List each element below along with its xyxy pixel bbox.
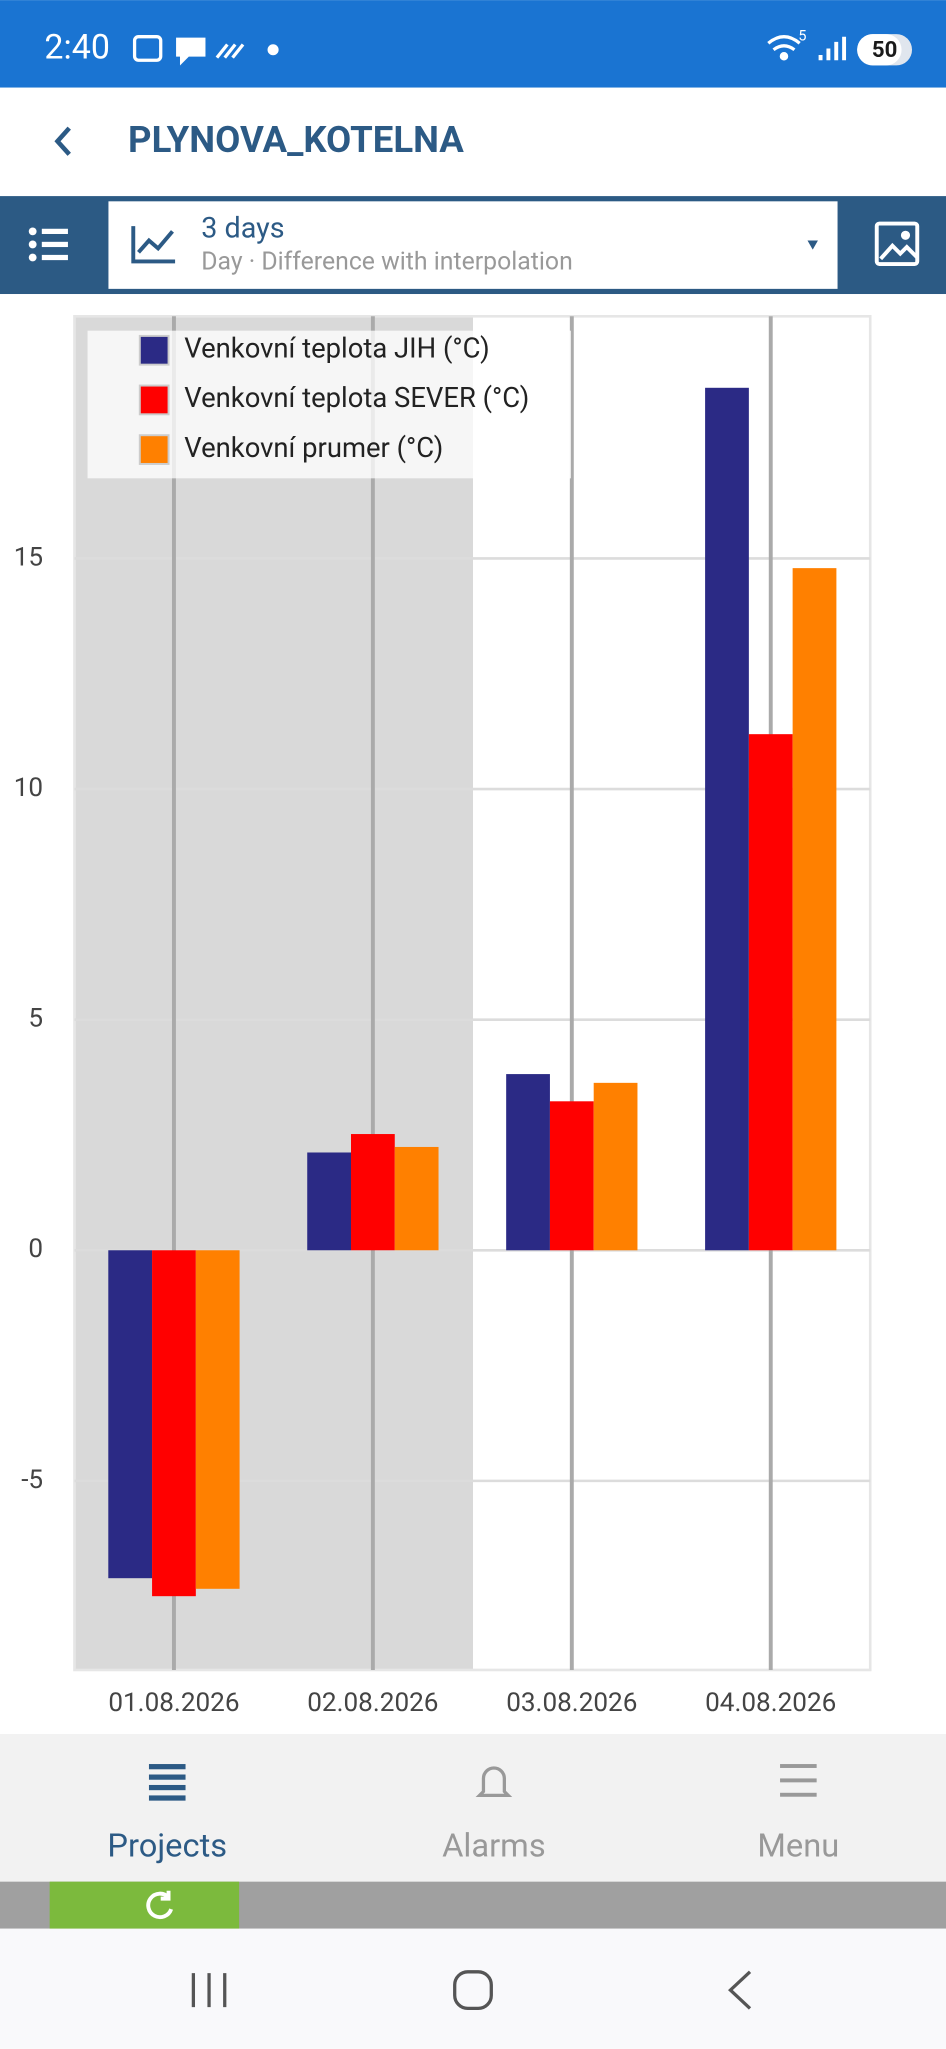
bar [195, 1250, 240, 1589]
dropdown-arrow [807, 240, 818, 250]
alarms-icon [475, 1766, 513, 1798]
bar [705, 387, 749, 1251]
list-button[interactable] [28, 227, 68, 262]
chart-icon [131, 226, 176, 264]
bar [593, 1082, 638, 1251]
bar [350, 1134, 395, 1251]
legend-swatch [138, 334, 170, 366]
range-dropdown[interactable] [108, 201, 838, 289]
system-nav [0, 1928, 946, 2049]
x-tick-label: 03.08.2026 [506, 1688, 637, 1718]
nav-alarms[interactable]: Alarms [442, 1826, 546, 1864]
image-button[interactable] [874, 221, 920, 267]
range-subtitle: Day · Difference with interpolation [201, 247, 573, 276]
legend-label: Venkovní teplota JIH (°C) [184, 333, 489, 365]
battery-text: 50 [872, 37, 897, 63]
back-button[interactable] [54, 126, 71, 156]
bar [748, 734, 793, 1251]
legend-swatch [138, 434, 170, 465]
recents-button[interactable] [191, 1973, 227, 2008]
page-title: PLYNOVA_KOTELNA [128, 118, 464, 161]
legend-label: Venkovní teplota SEVER (°C) [184, 382, 529, 414]
system-back-button[interactable] [728, 1970, 752, 2010]
range-label: 3 days [201, 212, 284, 246]
status-time: 2:40 [44, 28, 110, 68]
projects-icon [148, 1764, 186, 1801]
battery-level [857, 34, 902, 66]
wifi-label: 5 [798, 27, 806, 44]
status-icons [132, 35, 847, 66]
bar [394, 1146, 439, 1251]
bar [108, 1250, 153, 1579]
y-tick-label: -5 [21, 1465, 43, 1495]
x-tick-label: 01.08.2026 [108, 1688, 239, 1718]
refresh-button[interactable] [49, 1881, 240, 1929]
menu-icon [780, 1764, 817, 1797]
x-tick-label: 04.08.2026 [705, 1688, 836, 1718]
refresh-icon [146, 1890, 174, 1920]
bottom-nav [0, 1734, 946, 1882]
legend-swatch [138, 384, 170, 416]
header [0, 87, 946, 197]
y-tick-label: 10 [14, 773, 43, 803]
bar [792, 568, 837, 1251]
y-tick-label: 15 [14, 542, 43, 572]
nav-menu[interactable]: Menu [757, 1826, 839, 1864]
y-tick-label: 5 [28, 1004, 43, 1034]
bar [549, 1101, 594, 1251]
bar [152, 1250, 196, 1597]
home-button[interactable] [453, 1970, 493, 2011]
bar [307, 1152, 351, 1251]
plot-frame [73, 315, 872, 1672]
y-tick-label: 0 [28, 1234, 43, 1264]
nav-projects[interactable]: Projects [107, 1826, 227, 1864]
x-tick-label: 02.08.2026 [307, 1688, 438, 1718]
status-bar [0, 0, 946, 88]
bar [506, 1074, 550, 1251]
legend-label: Venkovní prumer (°C) [184, 432, 443, 464]
